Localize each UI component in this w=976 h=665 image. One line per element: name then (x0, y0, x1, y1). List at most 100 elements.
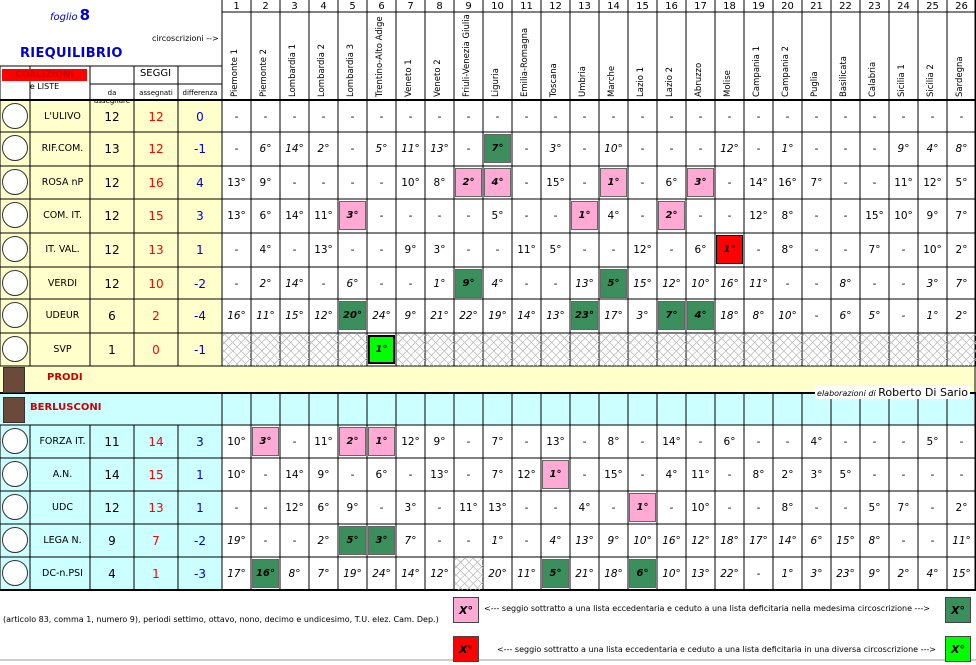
seat-cell: - (669, 143, 674, 155)
party-name: FORZA IT. (39, 436, 86, 447)
seat-cell: - (756, 436, 761, 448)
seat-cell: 4° (607, 210, 620, 222)
seat-cell: - (901, 111, 906, 123)
seggi-diff: -3 (194, 567, 206, 581)
seat-cell: 3° (810, 568, 823, 580)
region-name: Lazio 1 (636, 66, 646, 97)
seat-cell: - (524, 210, 529, 222)
seat-cell: 12° (430, 568, 449, 580)
seat-cell: - (582, 436, 587, 448)
seggi-diff: 3 (196, 435, 204, 449)
alleanza-nazionale-logo (2, 461, 28, 487)
seat-cell: 13° (430, 469, 449, 481)
seat-cell: - (901, 244, 906, 256)
seat-cell: - (843, 436, 848, 448)
seat-cell: 12° (633, 244, 652, 256)
seat-cell: - (263, 502, 268, 514)
seat-cell: 18° (720, 535, 739, 547)
seggi-ass: 0 (152, 343, 160, 357)
seat-cell: 7° (491, 436, 504, 448)
seat-cell: 24° (372, 310, 391, 322)
excluded-cell (281, 334, 309, 366)
seggi-da: 11 (104, 435, 120, 449)
seat-cell: 15° (604, 469, 623, 481)
seat-cell: 21° (575, 568, 594, 580)
seat-cell: 3° (549, 143, 562, 155)
seat-cell: 12° (662, 278, 681, 290)
seat-cell: 8° (781, 244, 794, 256)
seat-cell: - (843, 177, 848, 189)
seat-cell: 8° (752, 310, 765, 322)
region-name: Molise (723, 70, 733, 97)
seat-cell: 10° (894, 210, 913, 222)
seat-cell: 9° (346, 502, 359, 514)
seat-cell: 7° (404, 535, 417, 547)
region-name: Basilicata (839, 56, 849, 97)
seat-cell: 1° (781, 143, 794, 155)
seat-cell: - (843, 210, 848, 222)
seat-cell: - (524, 278, 529, 290)
seat-cell: - (379, 502, 384, 514)
seat-cell: 21° (430, 310, 449, 322)
seat-cell: 13° (227, 177, 246, 189)
seat-cell: - (727, 111, 732, 123)
seat-cell: 9° (926, 210, 939, 222)
seat-cell: 12° (401, 436, 420, 448)
region-number: 21 (810, 1, 823, 12)
excluded-cell (513, 334, 541, 366)
seat-cell: 9° (607, 535, 620, 547)
seat-cell: 4° (926, 143, 939, 155)
excluded-cell (455, 558, 483, 590)
seat-cell: 6° (665, 177, 678, 189)
seat-cell: - (901, 469, 906, 481)
seat-cell: 14° (401, 568, 420, 580)
highlighted-seat-cell: 23° (571, 301, 598, 330)
seat-cell: - (872, 469, 877, 481)
seat-cell: 1° (491, 535, 504, 547)
seat-cell: - (814, 278, 819, 290)
region-name: Piemonte 2 (259, 48, 269, 97)
highlighted-seat-cell: 1° (571, 201, 598, 230)
seat-cell: - (669, 244, 674, 256)
seat-cell: - (495, 244, 500, 256)
highlighted-seat-cell: 1° (600, 168, 627, 197)
seat-cell: - (843, 244, 848, 256)
seat-cell: - (785, 436, 790, 448)
seat-cell: - (901, 278, 906, 290)
seat-cell: 15° (546, 177, 565, 189)
excluded-cell (832, 334, 860, 366)
credit: elaborazioni di Roberto Di Sario (815, 386, 970, 399)
seat-cell: - (350, 177, 355, 189)
seat-cell: 6° (694, 244, 707, 256)
seat-cell: 15° (952, 568, 971, 580)
excluded-cell (948, 334, 976, 366)
seat-cell: 8° (288, 568, 301, 580)
seat-cell: - (321, 177, 326, 189)
seat-cell: - (872, 177, 877, 189)
seat-cell: - (350, 111, 355, 123)
seat-cell: - (524, 177, 529, 189)
udeur-logo (2, 302, 28, 328)
seat-cell: - (408, 111, 413, 123)
seat-cell: - (698, 111, 703, 123)
region-name: Sicilia 2 (926, 64, 936, 97)
seat-cell: - (930, 111, 935, 123)
region-name: Emilia-Romagna (520, 27, 530, 97)
seat-cell: 13° (546, 310, 565, 322)
excluded-cell (687, 334, 715, 366)
seat-cell: 18° (604, 568, 623, 580)
region-number: 15 (636, 1, 649, 12)
svp-logo (2, 336, 28, 362)
seat-cell: - (350, 143, 355, 155)
seat-cell: - (814, 244, 819, 256)
seggi-da: 1 (108, 343, 116, 357)
excluded-cell (339, 334, 367, 366)
seat-cell: - (959, 111, 964, 123)
seat-cell: 5° (491, 210, 504, 222)
party-name: A.N. (52, 469, 73, 480)
seat-cell: 6° (259, 143, 272, 155)
seat-cell: - (930, 502, 935, 514)
region-name: Calabria (868, 61, 878, 97)
seggi-diff: -2 (194, 534, 206, 548)
highlighted-seat-cell: 2° (339, 427, 366, 456)
